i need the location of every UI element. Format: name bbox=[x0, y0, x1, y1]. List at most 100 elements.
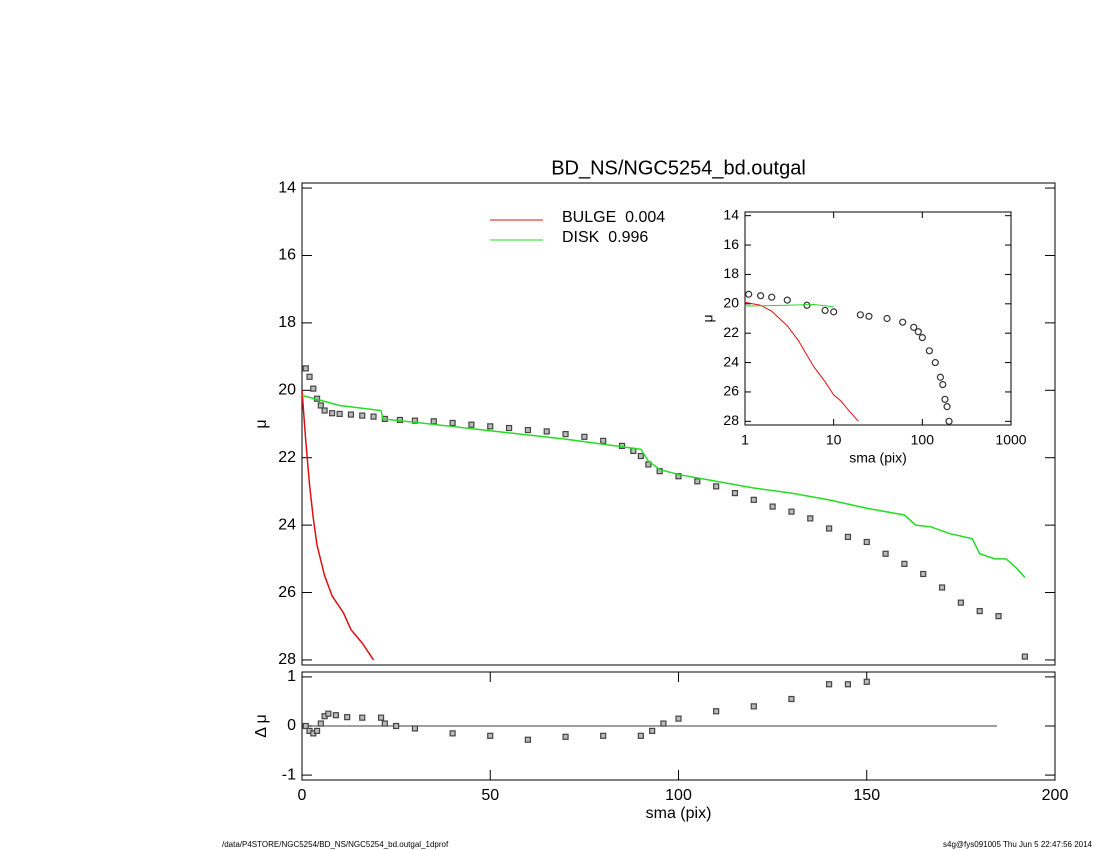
y-tick-label: 26 bbox=[278, 584, 296, 601]
y-tick-label: 18 bbox=[723, 265, 739, 281]
data-point bbox=[783, 296, 791, 304]
data-point bbox=[411, 725, 419, 732]
data-point bbox=[769, 503, 776, 510]
data-point bbox=[660, 720, 667, 727]
data-point bbox=[302, 365, 309, 372]
data-point bbox=[899, 318, 907, 326]
x-tick-label: 150 bbox=[853, 787, 880, 804]
data-point bbox=[359, 714, 366, 721]
y-tick-label: 16 bbox=[723, 236, 739, 252]
data-point bbox=[856, 311, 864, 319]
data-point bbox=[918, 333, 926, 342]
data-point bbox=[731, 489, 739, 497]
data-point bbox=[344, 714, 351, 721]
x-tick-label: 50 bbox=[481, 787, 499, 804]
y-axis-label: Δ μ bbox=[253, 714, 270, 737]
y-tick-label: 28 bbox=[723, 412, 739, 428]
data-point bbox=[332, 712, 339, 719]
data-point bbox=[637, 452, 644, 460]
x-tick-label: 100 bbox=[665, 787, 692, 804]
data-point bbox=[524, 426, 532, 434]
data-point bbox=[562, 431, 569, 438]
data-point bbox=[713, 483, 720, 490]
data-point bbox=[807, 515, 814, 522]
data-point bbox=[468, 421, 475, 428]
data-point bbox=[745, 290, 753, 298]
data-point bbox=[938, 584, 946, 591]
y-tick-label: -1 bbox=[282, 766, 296, 783]
data-point bbox=[449, 419, 456, 427]
data-point bbox=[914, 328, 922, 336]
x-tick-label: 10 bbox=[826, 432, 842, 448]
data-point bbox=[310, 385, 317, 392]
data-point bbox=[825, 681, 833, 688]
y-tick-label: 1 bbox=[287, 668, 296, 685]
y-tick-label: 22 bbox=[723, 324, 739, 340]
data-point bbox=[750, 496, 757, 503]
y-tick-label: 20 bbox=[723, 295, 739, 311]
data-point bbox=[649, 727, 656, 735]
data-point bbox=[901, 560, 908, 567]
data-point bbox=[883, 314, 891, 323]
data-point bbox=[939, 381, 947, 389]
y-tick-label: 28 bbox=[278, 651, 296, 668]
data-point bbox=[381, 720, 388, 727]
footer-left: /data/P4STORE/NGC5254/BD_NS/NGC5254_bd.o… bbox=[222, 840, 449, 849]
data-point bbox=[788, 695, 795, 703]
y-tick-label: 14 bbox=[278, 179, 296, 196]
data-point bbox=[825, 525, 833, 532]
data-point bbox=[865, 312, 873, 320]
data-point bbox=[976, 607, 983, 615]
x-tick-label: 0 bbox=[298, 787, 307, 804]
data-point bbox=[306, 373, 313, 380]
y-tick-label: 24 bbox=[723, 353, 739, 369]
y-tick-label: 20 bbox=[278, 382, 296, 399]
data-point bbox=[821, 306, 829, 315]
x-tick-label: 1000 bbox=[995, 432, 1026, 448]
x-axis-label: sma (pix) bbox=[849, 450, 907, 466]
data-point bbox=[317, 720, 324, 727]
data-point bbox=[1021, 653, 1028, 660]
data-point bbox=[321, 407, 328, 414]
data-point bbox=[844, 533, 852, 541]
data-point bbox=[487, 732, 494, 739]
data-point bbox=[694, 478, 701, 485]
data-point bbox=[562, 733, 569, 740]
data-point bbox=[393, 722, 400, 730]
data-point bbox=[325, 710, 332, 717]
y-tick-label: 14 bbox=[723, 206, 739, 222]
data-point bbox=[713, 708, 720, 715]
data-point bbox=[430, 418, 437, 425]
series-group bbox=[302, 678, 870, 743]
data-point bbox=[317, 402, 324, 409]
chart-title: BD_NS/NGC5254_bd.outgal bbox=[551, 157, 806, 179]
data-point bbox=[936, 373, 945, 381]
data-point bbox=[336, 410, 343, 417]
data-point bbox=[449, 730, 456, 737]
series-group bbox=[302, 365, 1028, 661]
data-point bbox=[863, 538, 870, 546]
series-group bbox=[745, 290, 953, 425]
data-point bbox=[788, 508, 795, 515]
data-point bbox=[637, 732, 644, 739]
data-point bbox=[505, 424, 513, 432]
legend-label: DISK 0.996 bbox=[562, 229, 648, 246]
data-point bbox=[844, 681, 852, 688]
data-point bbox=[543, 428, 550, 435]
data-point bbox=[600, 732, 607, 739]
legend-label: BULGE 0.004 bbox=[562, 209, 665, 226]
data-point bbox=[757, 292, 765, 300]
y-tick-label: 0 bbox=[287, 717, 296, 734]
footer-right: s4g@fys091005 Thu Jun 5 22:47:56 2014 bbox=[943, 840, 1093, 849]
data-point bbox=[945, 417, 953, 425]
data-point bbox=[524, 736, 532, 743]
y-tick-label: 22 bbox=[278, 449, 296, 466]
series-line bbox=[302, 394, 1026, 578]
data-point bbox=[931, 358, 939, 367]
x-tick-label: 200 bbox=[1042, 787, 1069, 804]
data-point bbox=[487, 423, 494, 430]
series-line bbox=[302, 390, 375, 661]
y-tick-label: 24 bbox=[278, 516, 296, 533]
data-point bbox=[675, 715, 682, 722]
